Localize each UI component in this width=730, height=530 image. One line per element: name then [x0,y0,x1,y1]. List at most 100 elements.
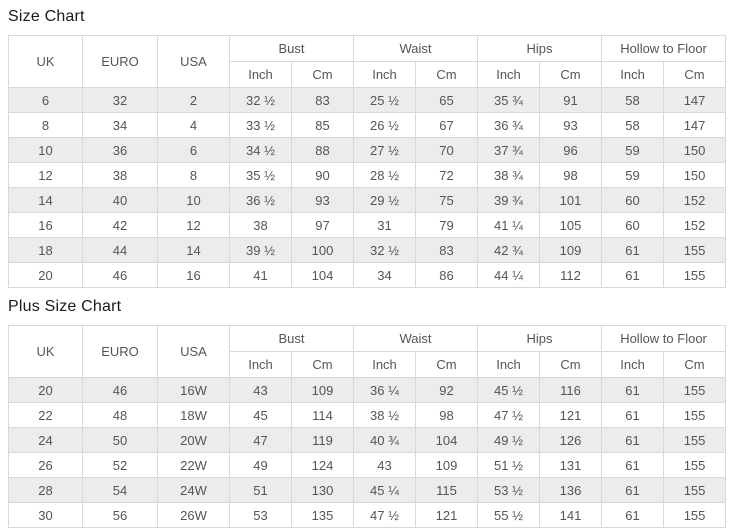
table-cell: 59 [601,137,665,163]
table-cell: 75 [415,187,479,213]
table-cell: 155 [663,477,727,503]
table-cell: 109 [539,237,603,263]
table-cell: 27 ½ [353,137,417,163]
table-cell: 47 ½ [477,402,541,428]
table-cell: 112 [539,262,603,288]
table-cell: 61 [601,377,665,403]
table-cell: 26 [8,452,83,478]
table-cell: 52 [82,452,158,478]
column-header-uk: UK [8,325,83,378]
table-cell: 42 [82,212,158,238]
table-cell: 97 [290,212,355,238]
table-cell: 121 [415,502,479,528]
table-cell: 36 [82,137,158,163]
table-cell: 18W [157,402,230,428]
table-cell: 36 ½ [229,187,292,213]
table-cell: 43 [229,377,292,403]
table-cell: 150 [663,162,727,188]
table-cell: 40 ¾ [353,427,417,453]
table-cell: 20W [157,427,230,453]
table-cell: 124 [290,452,355,478]
table-cell: 24 [8,427,83,453]
plus-size-chart-section: Plus Size Chart UK EURO USA Bust Waist Hips Ho… [8,292,727,528]
table-row: 10 36 6 34 ½ 88 27 ½ 70 37 ¾ 96 59 150 [8,137,727,163]
table-cell: 22W [157,452,230,478]
table-cell: 8 [157,162,230,188]
plus-size-chart-title: Plus Size Chart [8,298,122,315]
table-row: 12 38 8 35 ½ 90 28 ½ 72 38 ¾ 98 59 150 [8,162,727,188]
table-cell: 26W [157,502,230,528]
table-cell: 136 [539,477,603,503]
table-cell: 41 [229,262,292,288]
table-cell: 115 [415,477,479,503]
group-header-hips: Hips [477,35,603,62]
table-cell: 91 [539,87,603,113]
table-cell: 88 [290,137,355,163]
group-header-bust: Bust [228,35,355,62]
table-cell: 92 [415,377,479,403]
table-cell: 10 [157,187,230,213]
table-cell: 86 [415,262,479,288]
table-cell: 155 [663,452,727,478]
table-cell: 8 [8,112,83,138]
table-cell: 131 [539,452,603,478]
table-cell: 147 [663,87,727,113]
group-header-waist: Waist [353,35,479,62]
sub-header-hollow-to-floor-cm: Cm [663,61,727,88]
table-cell: 55 ½ [477,502,541,528]
table-cell: 54 [82,477,158,503]
table-cell: 104 [415,427,479,453]
table-cell: 25 ½ [353,87,417,113]
table-cell: 60 [601,212,665,238]
table-cell: 155 [663,377,727,403]
table-cell: 150 [663,137,727,163]
table-cell: 18 [8,237,83,263]
table-cell: 38 ¾ [477,162,541,188]
sub-header-hips-inch: Inch [477,61,541,88]
sub-header-hips-cm: Cm [539,351,603,378]
table-cell: 12 [8,162,83,188]
table-cell: 32 ½ [229,87,292,113]
table-row: 22 48 18W 45 114 38 ½ 98 47 ½ 121 61 155 [8,402,727,428]
table-cell: 34 [353,262,417,288]
table-cell: 109 [290,377,355,403]
table-cell: 155 [663,502,727,528]
table-cell: 61 [601,452,665,478]
table-cell: 47 [229,427,292,453]
table-cell: 61 [601,262,665,288]
table-cell: 44 ¼ [477,262,541,288]
table-cell: 60 [601,187,665,213]
table-cell: 37 ¾ [477,137,541,163]
table-cell: 46 [82,377,158,403]
table-row: 16 42 12 38 97 31 79 41 ¼ 105 60 152 [8,212,727,238]
table-cell: 155 [663,262,727,288]
table-cell: 56 [82,502,158,528]
table-cell: 2 [157,87,230,113]
table-cell: 28 [8,477,83,503]
table-cell: 20 [8,377,83,403]
sub-header-bust-inch: Inch [229,351,292,378]
plus-size-chart-table: UK EURO USA Bust Waist Hips Hollow to Floor Inc… [8,325,727,528]
sub-header-hips-cm: Cm [539,61,603,88]
table-cell: 130 [290,477,355,503]
sub-header-bust-cm: Cm [290,351,355,378]
table-cell: 121 [539,402,603,428]
table-cell: 155 [663,427,727,453]
table-cell: 50 [82,427,158,453]
table-cell: 24W [157,477,230,503]
table-cell: 14 [8,187,83,213]
table-cell: 36 ¾ [477,112,541,138]
table-cell: 31 [353,212,417,238]
table-cell: 51 [229,477,292,503]
table-cell: 45 ½ [477,377,541,403]
table-cell: 70 [415,137,479,163]
table-cell: 36 ¼ [353,377,417,403]
table-cell: 98 [415,402,479,428]
table-cell: 61 [601,427,665,453]
table-row: 6 32 2 32 ½ 83 25 ½ 65 35 ¾ 91 58 147 [8,87,727,113]
table-cell: 51 ½ [477,452,541,478]
table-cell: 47 ½ [353,502,417,528]
sub-header-waist-inch: Inch [353,61,417,88]
table-cell: 155 [663,402,727,428]
table-cell: 28 ½ [353,162,417,188]
